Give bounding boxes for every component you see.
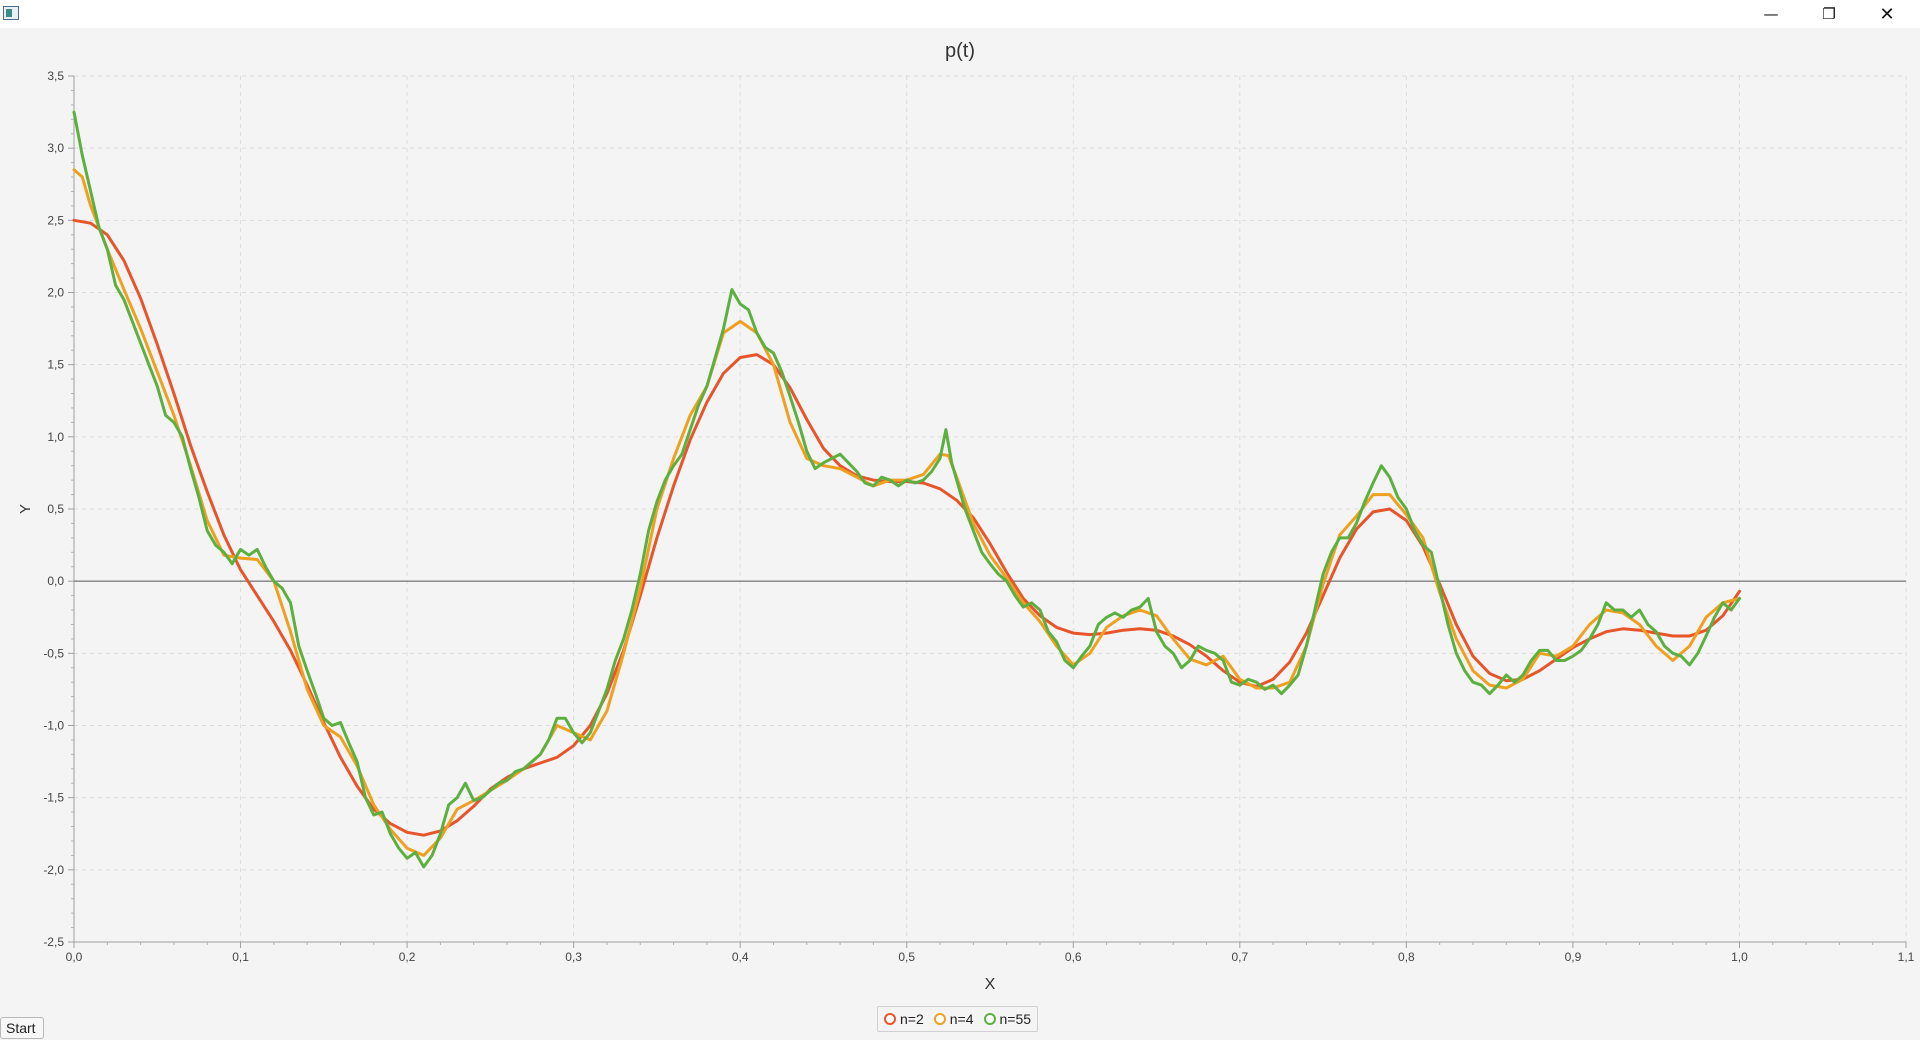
y-tick-label: 1,0: [47, 430, 64, 444]
y-tick-label: 3,5: [47, 69, 64, 83]
title-bar: — ❐ ✕: [0, 0, 1920, 28]
x-tick-label: 0,3: [565, 950, 582, 964]
minimize-button[interactable]: —: [1742, 0, 1800, 28]
x-tick-label: 0,6: [1065, 950, 1082, 964]
y-tick-label: -0,5: [43, 646, 64, 660]
x-tick-label: 1,1: [1898, 950, 1915, 964]
x-tick-label: 0,9: [1565, 950, 1582, 964]
y-tick-label: 2,0: [47, 286, 64, 300]
y-tick-label: -1,5: [43, 791, 64, 805]
x-tick-label: 0,4: [732, 950, 749, 964]
x-axis-label: X: [985, 976, 996, 993]
x-tick-label: 0,8: [1398, 950, 1415, 964]
series-layer: [72, 110, 1741, 869]
y-tick-label: -2,5: [43, 935, 64, 949]
axes: 0,0 0,1 0,2 0,3 0,4 0,5 0,6 0,7 0,8 0,9 1,0 1,1 3,5 3…: [43, 69, 1914, 964]
legend: n=2 n=4 n=55: [877, 1006, 1039, 1032]
y-tick-label: 0,5: [47, 502, 64, 516]
legend-label: n=55: [999, 1011, 1032, 1027]
series-line-n55: [72, 110, 1741, 869]
circle-icon: [933, 1013, 946, 1025]
legend-item-n4: n=4: [933, 1011, 974, 1027]
chart-title: p(t): [945, 40, 975, 62]
x-tick-label: 0,7: [1231, 950, 1248, 964]
close-icon: ✕: [1879, 3, 1895, 25]
y-tick-label: 2,5: [47, 213, 64, 227]
chart-area: p(t) X Y 0,0 0,1 0,2 0,3 0,4 0,5 0,6 0,7 0,8 0,9 1…: [0, 28, 1920, 1035]
legend-item-n55: n=55: [983, 1011, 1032, 1027]
close-button[interactable]: ✕: [1858, 0, 1916, 28]
line-chart: p(t) X Y 0,0 0,1 0,2 0,3 0,4 0,5 0,6 0,7 0,8 0,9 1…: [17, 40, 1915, 993]
x-tick-label: 0,2: [399, 950, 416, 964]
y-tick-label: -1,0: [43, 719, 64, 733]
y-axis-label: Y: [17, 504, 34, 514]
app-icon: [3, 6, 19, 20]
circle-icon: [983, 1013, 996, 1025]
x-tick-label: 0,5: [898, 950, 915, 964]
legend-label: n=2: [900, 1011, 924, 1027]
y-tick-label: -2,0: [43, 863, 64, 877]
y-tick-label: 1,5: [47, 358, 64, 372]
minimize-icon: —: [1763, 5, 1779, 23]
circle-icon: [884, 1013, 896, 1025]
y-tick-label: 0,0: [47, 574, 64, 588]
legend-label: n=4: [949, 1011, 974, 1027]
series-line-n4: [72, 168, 1741, 857]
x-tick-label: 0,0: [66, 950, 83, 964]
y-tick-label: 3,0: [47, 141, 64, 155]
maximize-icon: ❐: [1822, 5, 1836, 23]
grid: [74, 75, 1907, 942]
start-button[interactable]: Start: [0, 1017, 44, 1039]
legend-item-n2: n=2: [884, 1011, 924, 1027]
maximize-button[interactable]: ❐: [1800, 0, 1858, 28]
x-tick-label: 0,1: [232, 950, 249, 964]
x-tick-label: 1,0: [1731, 950, 1748, 964]
